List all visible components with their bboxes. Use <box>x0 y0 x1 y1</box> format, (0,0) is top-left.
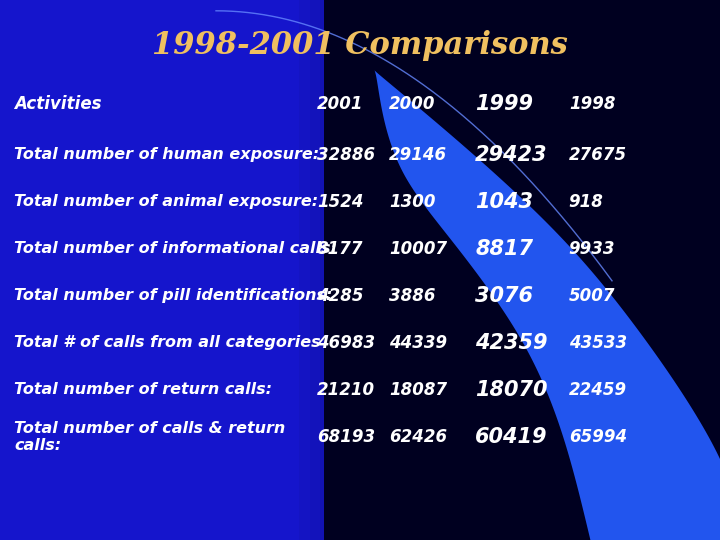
Text: Activities: Activities <box>14 94 102 113</box>
Text: 9933: 9933 <box>569 240 616 258</box>
Polygon shape <box>310 0 320 540</box>
Text: 32886: 32886 <box>317 146 375 164</box>
Polygon shape <box>324 0 720 540</box>
Polygon shape <box>331 0 342 540</box>
Polygon shape <box>320 0 331 540</box>
Text: 65994: 65994 <box>569 428 627 446</box>
Text: 3886: 3886 <box>389 287 436 305</box>
Text: 1043: 1043 <box>475 192 534 212</box>
Text: 918: 918 <box>569 193 603 211</box>
Text: 18087: 18087 <box>389 381 447 399</box>
Polygon shape <box>461 0 472 540</box>
Text: 21210: 21210 <box>317 381 375 399</box>
Text: 1998: 1998 <box>569 94 616 113</box>
Text: 43533: 43533 <box>569 334 627 352</box>
Polygon shape <box>439 0 450 540</box>
Text: 44339: 44339 <box>389 334 447 352</box>
Text: 22459: 22459 <box>569 381 627 399</box>
Text: 42359: 42359 <box>475 333 548 353</box>
Polygon shape <box>472 0 482 540</box>
Polygon shape <box>353 0 364 540</box>
Text: 27675: 27675 <box>569 146 627 164</box>
Text: 1998-2001 Comparisons: 1998-2001 Comparisons <box>152 30 568 62</box>
Polygon shape <box>418 0 428 540</box>
Text: 4285: 4285 <box>317 287 364 305</box>
Text: 1999: 1999 <box>475 93 534 114</box>
Text: 2000: 2000 <box>389 94 436 113</box>
Text: 29146: 29146 <box>389 146 447 164</box>
Text: Total number of animal exposure:: Total number of animal exposure: <box>14 194 318 210</box>
Text: Total number of informational calls:: Total number of informational calls: <box>14 241 337 256</box>
Text: 1524: 1524 <box>317 193 364 211</box>
Polygon shape <box>450 0 461 540</box>
Text: Total number of pill identifications:: Total number of pill identifications: <box>14 288 333 303</box>
Polygon shape <box>385 0 396 540</box>
Text: Total number of return calls:: Total number of return calls: <box>14 382 272 397</box>
Text: 18070: 18070 <box>475 380 548 400</box>
Text: 46983: 46983 <box>317 334 375 352</box>
Text: 8817: 8817 <box>475 239 534 259</box>
Text: 29423: 29423 <box>475 145 548 165</box>
Text: 10007: 10007 <box>389 240 447 258</box>
Text: Total number of human exposure:: Total number of human exposure: <box>14 147 320 163</box>
Text: 2001: 2001 <box>317 94 364 113</box>
Text: 1300: 1300 <box>389 193 436 211</box>
Text: 8177: 8177 <box>317 240 364 258</box>
Polygon shape <box>364 0 374 540</box>
Text: 62426: 62426 <box>389 428 447 446</box>
Text: Total number of calls & return
calls:: Total number of calls & return calls: <box>14 421 286 453</box>
Text: 5007: 5007 <box>569 287 616 305</box>
Polygon shape <box>428 0 439 540</box>
Polygon shape <box>374 0 385 540</box>
Polygon shape <box>342 0 353 540</box>
Polygon shape <box>493 0 504 540</box>
Text: 3076: 3076 <box>475 286 534 306</box>
Text: Total # of calls from all categories: Total # of calls from all categories <box>14 335 321 350</box>
Text: 60419: 60419 <box>475 427 548 447</box>
Polygon shape <box>396 0 407 540</box>
Polygon shape <box>407 0 418 540</box>
Text: 68193: 68193 <box>317 428 375 446</box>
Polygon shape <box>374 70 720 540</box>
Polygon shape <box>482 0 493 540</box>
